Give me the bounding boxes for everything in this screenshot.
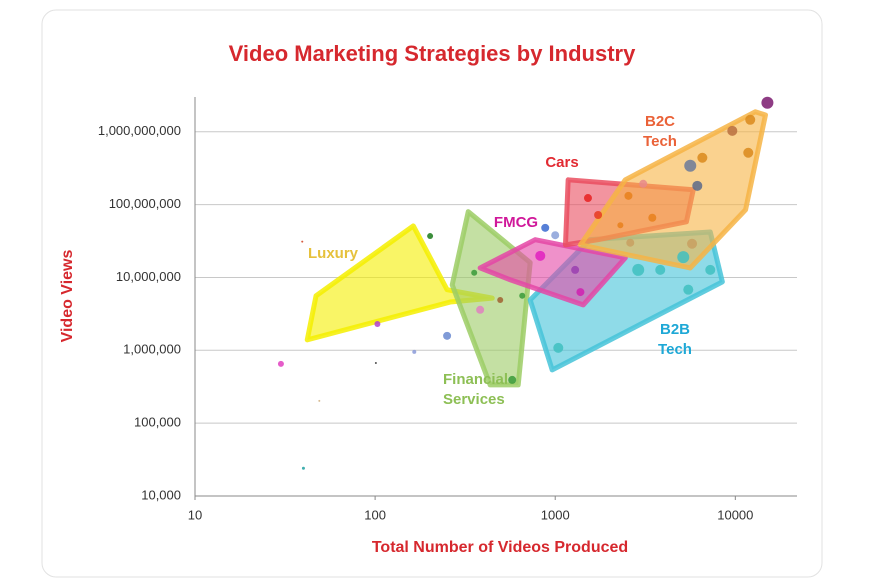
point xyxy=(471,269,478,276)
y-tick-label: 100,000,000 xyxy=(109,196,181,211)
x-axis-label: Total Number of Videos Produced xyxy=(372,539,628,556)
point xyxy=(745,114,756,125)
point xyxy=(617,222,624,229)
point xyxy=(639,179,648,188)
point xyxy=(624,191,633,200)
point xyxy=(687,238,698,249)
point xyxy=(684,159,697,172)
x-tick-label: 10 xyxy=(188,507,202,522)
point xyxy=(583,194,592,203)
region xyxy=(304,223,495,343)
region-label-line: B2C xyxy=(645,113,675,130)
region xyxy=(577,109,768,271)
y-tick-label: 1,000,000,000 xyxy=(98,123,181,138)
chart-title: Video Marketing Strategies by Industry xyxy=(229,41,636,66)
x-tick-label: 10000 xyxy=(717,507,753,522)
region-label: B2B Tech xyxy=(658,321,692,358)
point xyxy=(743,147,754,158)
point xyxy=(697,152,708,163)
x-tick-label: 100 xyxy=(364,507,386,522)
point xyxy=(541,223,550,232)
point xyxy=(571,265,580,274)
region-label: Luxury xyxy=(308,245,359,262)
y-tick-label: 100,000 xyxy=(134,415,181,430)
point xyxy=(519,292,526,299)
point xyxy=(576,288,585,297)
point xyxy=(632,263,645,276)
region-label: Financial Services xyxy=(443,371,508,408)
point xyxy=(476,305,485,314)
point xyxy=(692,180,703,191)
point xyxy=(277,360,284,367)
point xyxy=(594,210,603,219)
region-label: FMCG xyxy=(494,214,538,231)
region-label-line: Tech xyxy=(658,341,692,358)
point xyxy=(301,240,304,243)
point xyxy=(318,399,321,402)
point xyxy=(648,213,657,222)
region-label-line: Services xyxy=(443,391,505,408)
point xyxy=(626,238,635,247)
y-tick-label: 10,000,000 xyxy=(116,269,181,284)
point xyxy=(497,297,504,304)
x-tick-label: 1000 xyxy=(541,507,570,522)
point xyxy=(727,125,738,136)
point xyxy=(683,284,694,295)
y-axis-label: Video Views xyxy=(59,250,76,343)
point xyxy=(508,375,517,384)
point xyxy=(374,320,381,327)
point xyxy=(427,233,434,240)
point xyxy=(535,250,546,261)
point xyxy=(301,466,305,470)
point xyxy=(551,231,560,240)
region xyxy=(477,237,628,308)
region-label: B2C Tech xyxy=(643,113,677,150)
point xyxy=(677,251,690,264)
point xyxy=(553,342,564,353)
region-label: Cars xyxy=(545,154,578,171)
point xyxy=(761,96,774,109)
y-tick-label: 10,000 xyxy=(141,487,181,502)
point xyxy=(655,264,666,275)
point xyxy=(412,349,417,354)
region-label-line: Tech xyxy=(643,133,677,150)
point xyxy=(705,264,716,275)
region-label-line: Financial xyxy=(443,371,508,388)
region-label-line: B2B xyxy=(660,321,690,338)
point xyxy=(443,331,452,340)
point xyxy=(374,361,377,364)
y-tick-label: 1,000,000 xyxy=(123,342,181,357)
